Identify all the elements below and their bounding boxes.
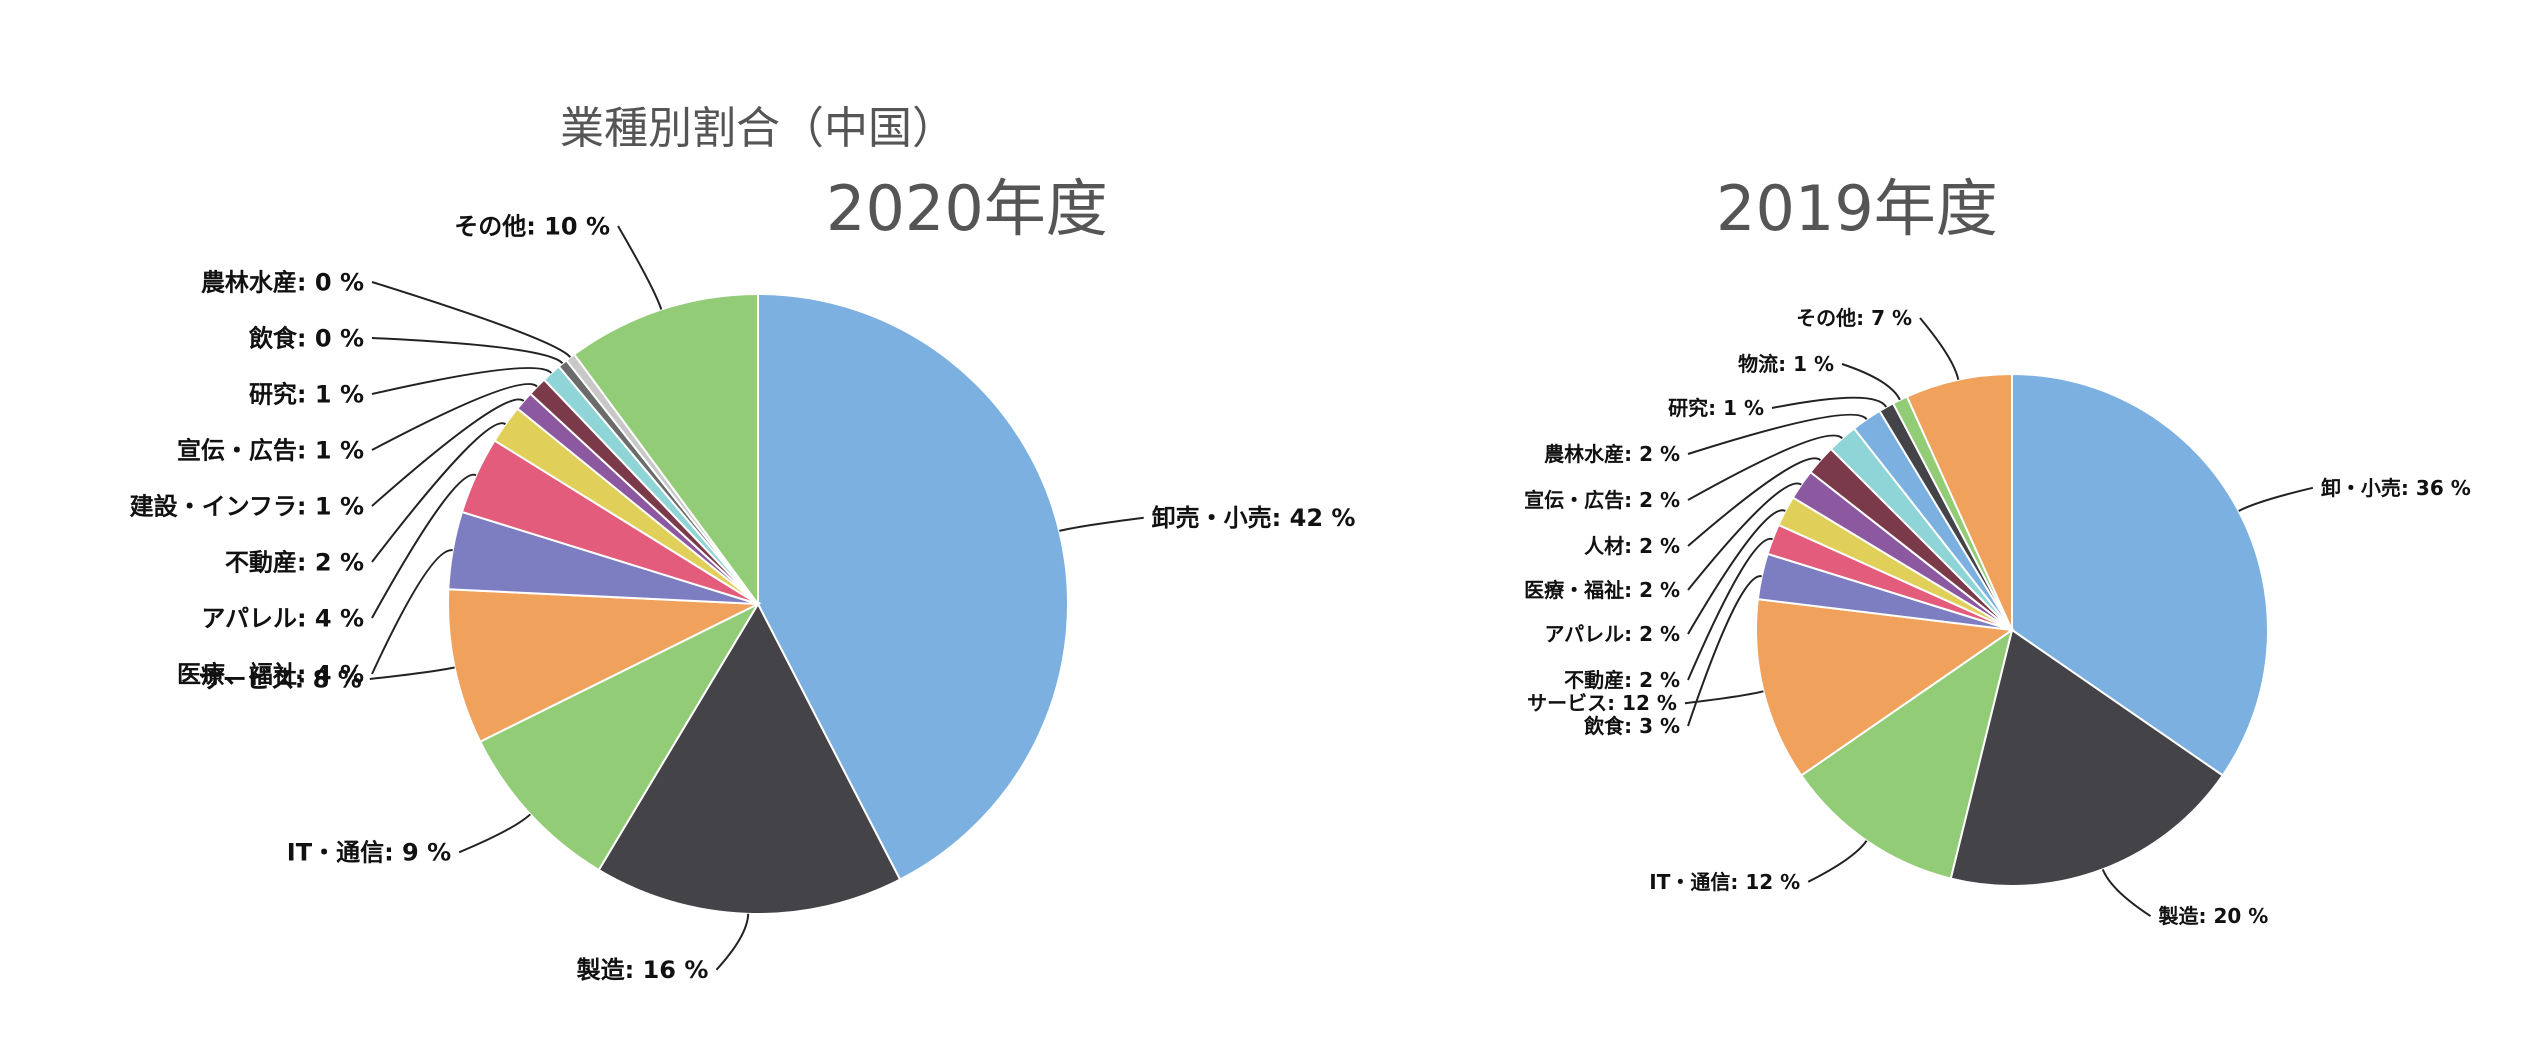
page-title: 業種別割合（中国） xyxy=(560,103,956,154)
label-connector xyxy=(371,281,572,358)
slice-label: 製造: 16 % xyxy=(577,956,709,984)
label-connector xyxy=(617,225,663,310)
label-connector xyxy=(1687,575,1762,727)
pie-slice xyxy=(446,588,762,744)
slice-label: 飲食: 3 % xyxy=(1583,714,1680,738)
slice-label: 農林水産: 2 % xyxy=(1544,442,1680,466)
slice-label: 卸・小売: 36 % xyxy=(2321,476,2471,500)
pie-slice xyxy=(1949,628,2225,887)
label-connector xyxy=(1771,396,1888,409)
label-connector xyxy=(2238,486,2314,512)
slice-label: その他: 7 % xyxy=(1796,306,1912,330)
chart-title-2020: 2020年度 xyxy=(826,172,1108,245)
slice-label: その他: 10 % xyxy=(454,212,610,240)
slice-label: 卸売・小売: 42 % xyxy=(1152,504,1356,532)
label-connector xyxy=(1684,690,1764,705)
label-connector xyxy=(715,913,750,971)
slice-label: 人材: 2 % xyxy=(1584,534,1680,558)
slice-label: 医療、福祉: 4 % xyxy=(177,660,364,688)
pie-chart-2020: 卸売・小売: 42 % 製造: 16 % IT・通信: 9 % サービス: 8 %医療… xyxy=(130,212,1356,984)
pie-slice xyxy=(2011,372,2269,777)
pie-slice xyxy=(478,601,761,872)
label-connector xyxy=(1687,537,1773,681)
label-connector xyxy=(1687,413,1868,455)
label-connector xyxy=(1687,457,1822,547)
slice-label: 不動産: 2 % xyxy=(225,548,364,576)
slice-label: 農林水産: 0 % xyxy=(201,268,364,296)
label-connector xyxy=(1059,516,1144,532)
label-connector xyxy=(371,398,525,507)
slice-label: 飲食: 0 % xyxy=(248,324,364,352)
label-connector xyxy=(371,422,507,563)
pie-slice xyxy=(1905,372,2013,631)
slice-label: サービス: 12 % xyxy=(1527,691,1677,715)
label-connector xyxy=(2101,869,2152,917)
label-connector xyxy=(369,666,455,680)
label-connector xyxy=(458,813,531,854)
slice-label: サービス: 8 % xyxy=(199,665,362,693)
label-connector xyxy=(371,337,564,365)
slice-label: 不動産: 2 % xyxy=(1564,668,1680,692)
slice-label: 宣伝・広告: 1 % xyxy=(177,436,364,464)
label-connector xyxy=(1687,482,1802,591)
slice-label: 宣伝・広告: 2 % xyxy=(1524,488,1680,512)
label-connector xyxy=(1919,317,1960,380)
pie-slice xyxy=(757,292,1069,881)
slice-label: 製造: 20 % xyxy=(2159,904,2269,928)
pie-slice xyxy=(1799,627,2014,880)
pie-chart-2019: 卸・小売: 36 % 製造: 20 % IT・通信: 12 % サービス: 12 %飲… xyxy=(1524,306,2471,928)
slice-label: アパレル: 4 % xyxy=(201,604,364,632)
label-connector xyxy=(371,549,453,675)
label-connector xyxy=(371,383,538,451)
slice-label: 建設・インフラ: 1 % xyxy=(130,492,364,520)
label-connector xyxy=(1807,840,1868,883)
slice-label: アパレル: 2 % xyxy=(1545,622,1680,646)
chart-title-2019: 2019年度 xyxy=(1716,172,1998,245)
label-connector xyxy=(1687,434,1843,501)
slice-label: 医療・福祉: 2 % xyxy=(1524,578,1680,602)
slice-label: IT・通信: 12 % xyxy=(1649,870,1800,894)
slice-label: 物流: 1 % xyxy=(1738,352,1834,376)
pie-slice xyxy=(1755,598,2015,777)
label-connector xyxy=(1687,509,1786,635)
label-connector xyxy=(1841,363,1901,401)
label-connector xyxy=(371,367,553,395)
slice-label: IT・通信: 9 % xyxy=(287,839,451,867)
label-connector xyxy=(371,473,477,619)
slice-label: 研究: 1 % xyxy=(1668,396,1764,420)
slice-label: 研究: 1 % xyxy=(249,380,364,408)
